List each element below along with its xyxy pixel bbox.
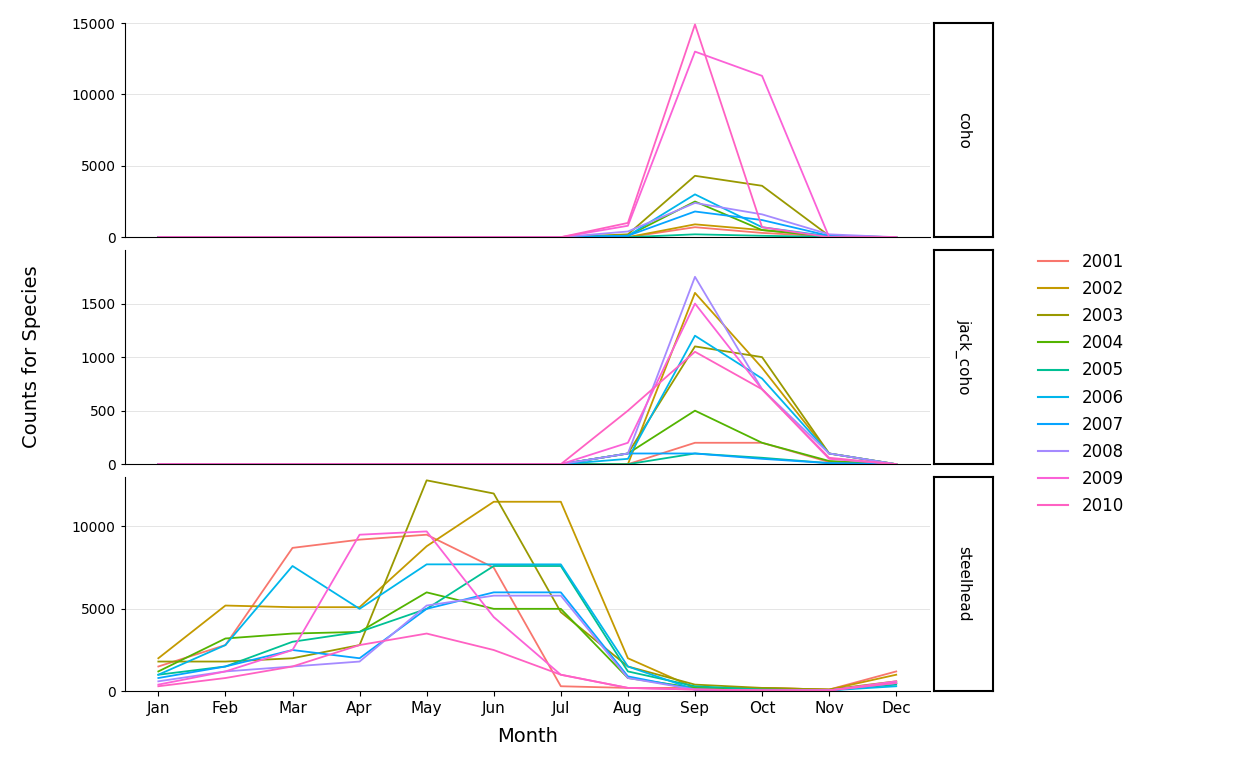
- X-axis label: Month: Month: [497, 727, 558, 746]
- Legend: 2001, 2002, 2003, 2004, 2005, 2006, 2007, 2008, 2009, 2010: 2001, 2002, 2003, 2004, 2005, 2006, 2007…: [1032, 246, 1131, 522]
- Text: Counts for Species: Counts for Species: [21, 266, 41, 449]
- Text: steelhead: steelhead: [956, 546, 971, 622]
- Text: jack_coho: jack_coho: [956, 319, 971, 395]
- Text: coho: coho: [956, 111, 971, 148]
